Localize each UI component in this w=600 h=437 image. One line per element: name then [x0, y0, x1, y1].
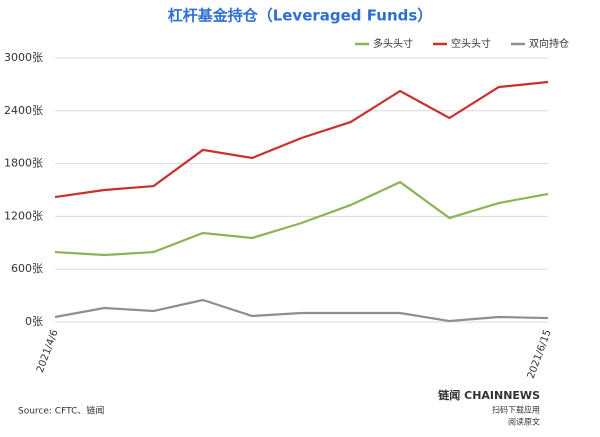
line: [54, 80, 549, 199]
brand-line: 扫码下载应用: [492, 405, 540, 415]
brand: 链闻 CHAINNEWS: [438, 388, 540, 402]
y-tick-label: 1800张: [4, 157, 43, 170]
y-tick-label: 1200张: [4, 209, 43, 222]
line: [54, 298, 549, 323]
y-tick-label: 2400张: [4, 104, 43, 117]
brand-line: 阅读原文: [508, 417, 540, 427]
x-tick-label: 2021/4/6: [35, 328, 61, 374]
y-tick-label: 0张: [25, 315, 43, 328]
y-tick-label: 3000张: [4, 51, 43, 64]
legend-label: 多头头寸: [373, 37, 413, 50]
legend-label: 双向持仓: [529, 37, 569, 50]
chart-title: 杠杆基金持仓（Leveraged Funds）: [168, 7, 433, 25]
source: Source: CFTC、链闻: [18, 405, 104, 417]
line: [54, 180, 549, 257]
legend-label: 空头头寸: [451, 37, 491, 50]
y-tick-label: 600张: [11, 262, 43, 275]
x-tick-label: 2021/6/15: [526, 328, 554, 380]
